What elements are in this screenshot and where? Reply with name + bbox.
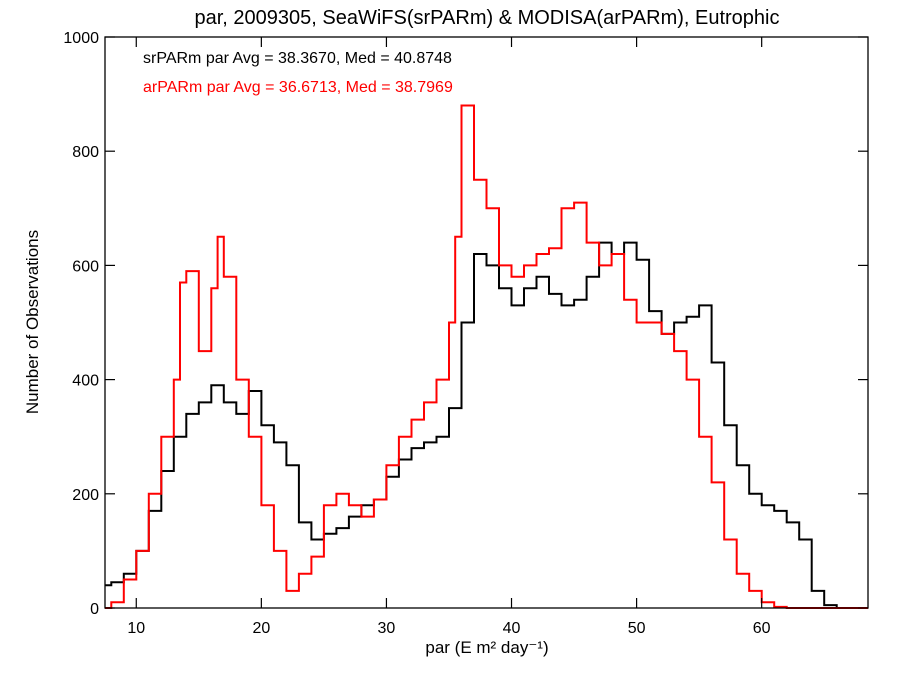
x-tick-label: 20 [252,620,270,637]
series-layer [105,104,868,609]
x-tick-label: 10 [127,620,145,637]
x-tick-label: 50 [628,620,646,637]
y-tick-label: 600 [72,258,99,275]
series-line-arparm [105,104,868,609]
y-axis-label: Number of Observations [23,230,42,414]
plot-frame [104,36,869,609]
y-tick-label: 0 [90,601,99,618]
series-line-srparm [105,241,868,609]
chart-title: par, 2009305, SeaWiFS(srPARm) & MODISA(a… [195,7,780,29]
y-tick-label: 400 [72,373,99,390]
y-tick-label: 1000 [63,30,99,47]
annotation-arparm: arPARm par Avg = 36.6713, Med = 38.7969 [143,79,453,96]
y-tick-label: 200 [72,487,99,504]
y-axis-ticks: 0 200 400 600 800 1000 [63,30,868,618]
x-axis-ticks: 10 20 30 40 50 60 [127,37,771,637]
y-tick-label: 800 [72,144,99,161]
x-tick-label: 40 [503,620,521,637]
x-tick-label: 30 [378,620,396,637]
annotation-srparm: srPARm par Avg = 38.3670, Med = 40.8748 [143,50,452,67]
x-tick-label: 60 [753,620,771,637]
x-axis-label: par (E m² day⁻¹) [425,638,548,657]
